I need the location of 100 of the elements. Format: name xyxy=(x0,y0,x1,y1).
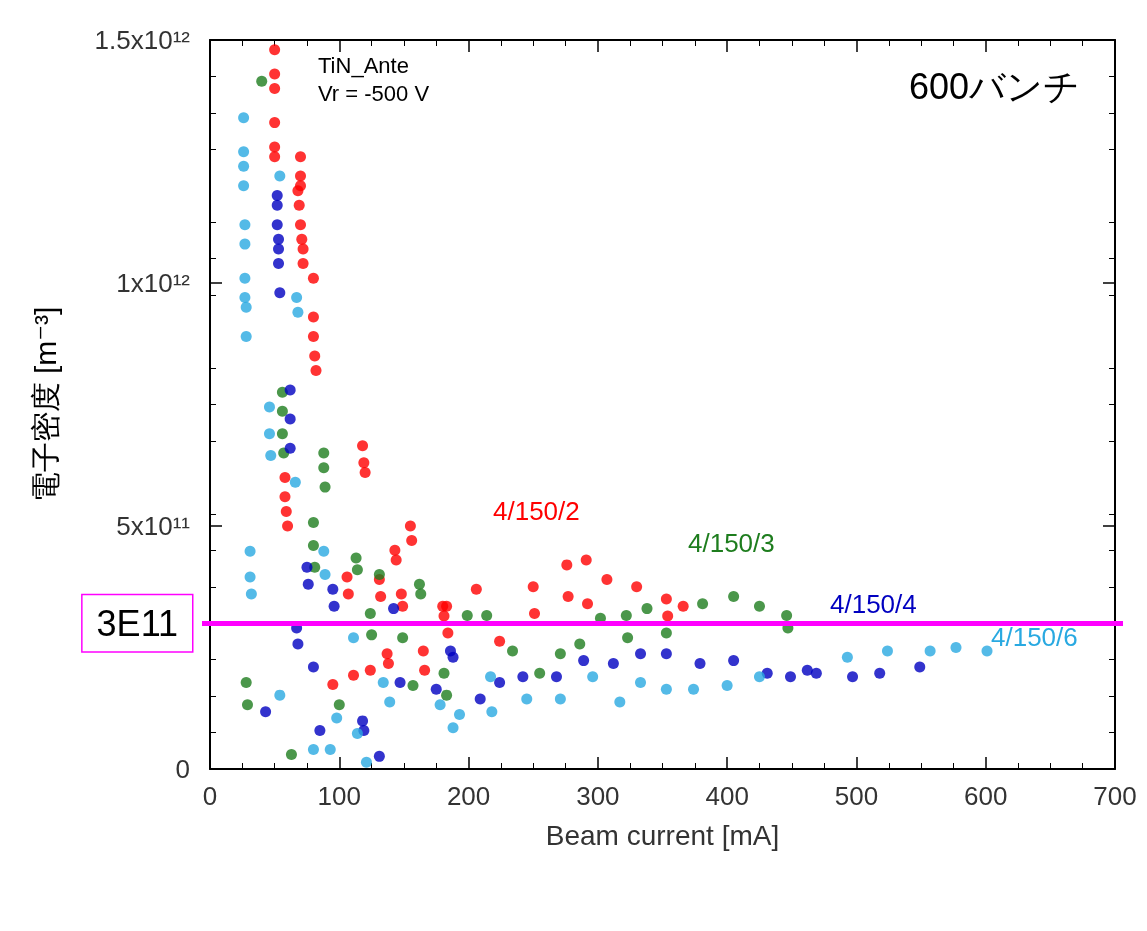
y-axis-title: 電子密度 [m⁻³] xyxy=(28,306,62,503)
point xyxy=(260,706,272,718)
point xyxy=(291,292,303,304)
point xyxy=(697,598,709,610)
point xyxy=(447,722,459,734)
point xyxy=(256,75,268,87)
x-tick-label: 300 xyxy=(576,781,620,811)
point xyxy=(578,655,590,667)
point xyxy=(307,539,319,551)
point xyxy=(327,583,339,595)
point xyxy=(273,243,285,255)
point xyxy=(239,292,251,304)
point xyxy=(635,648,647,660)
series-label: 4/150/3 xyxy=(688,528,775,558)
point xyxy=(373,750,385,762)
point xyxy=(274,287,286,299)
point xyxy=(641,603,653,615)
point xyxy=(413,578,425,590)
x-tick-label: 500 xyxy=(834,781,879,811)
point xyxy=(434,699,446,711)
point xyxy=(238,160,250,172)
ref-line-label: 3E11 xyxy=(96,602,178,644)
series-label: 4/150/4 xyxy=(830,589,917,619)
point xyxy=(521,693,533,705)
point xyxy=(318,545,330,557)
point xyxy=(614,696,626,708)
point xyxy=(384,696,396,708)
y-tick-label: 1x10¹² xyxy=(116,268,191,298)
point xyxy=(620,609,632,621)
point xyxy=(328,600,340,612)
point xyxy=(635,676,647,688)
point xyxy=(285,748,297,760)
point xyxy=(721,679,733,691)
point xyxy=(244,571,256,583)
point xyxy=(263,428,275,440)
point xyxy=(360,756,372,768)
y-tick-label: 5x10¹¹ xyxy=(116,511,191,541)
series-label: 4/150/6 xyxy=(991,622,1078,652)
point xyxy=(351,564,363,576)
x-axis-title: Beam current [mA] xyxy=(545,819,780,851)
point xyxy=(924,645,936,657)
point xyxy=(274,689,286,701)
point xyxy=(274,170,286,182)
point xyxy=(319,569,331,581)
point xyxy=(441,689,453,701)
point xyxy=(950,642,962,653)
point xyxy=(397,632,409,644)
point xyxy=(660,627,672,639)
point xyxy=(534,667,546,679)
point xyxy=(240,676,252,688)
point xyxy=(318,447,330,459)
point xyxy=(373,569,385,581)
point xyxy=(357,715,369,727)
point xyxy=(486,706,498,718)
point xyxy=(276,405,288,417)
point xyxy=(307,744,319,756)
point xyxy=(430,683,442,695)
point xyxy=(728,590,740,602)
point xyxy=(239,238,251,250)
point xyxy=(263,401,275,413)
point xyxy=(331,712,343,724)
point xyxy=(238,146,250,158)
y-tick-label: 1.5x10¹² xyxy=(94,25,191,55)
point xyxy=(587,671,599,683)
point xyxy=(785,671,796,683)
x-tick-label: 700 xyxy=(1093,781,1137,811)
point xyxy=(694,658,706,670)
point xyxy=(240,301,252,313)
point xyxy=(302,578,314,590)
x-tick-label: 200 xyxy=(446,781,491,811)
point xyxy=(461,609,473,621)
point xyxy=(284,384,296,396)
point xyxy=(366,629,378,641)
point xyxy=(981,645,993,657)
point xyxy=(554,693,566,705)
point xyxy=(810,667,822,679)
point xyxy=(781,609,793,621)
point xyxy=(481,609,493,621)
point xyxy=(388,603,400,615)
point xyxy=(301,561,313,573)
point xyxy=(841,651,853,663)
point xyxy=(753,600,765,612)
point xyxy=(273,258,285,270)
series-label: 4/150/2 xyxy=(493,496,580,526)
point xyxy=(244,545,256,557)
point xyxy=(242,699,253,711)
point xyxy=(607,658,619,670)
point xyxy=(245,588,257,600)
point xyxy=(554,648,566,660)
point xyxy=(276,428,288,440)
point xyxy=(914,661,926,673)
point xyxy=(271,219,283,231)
x-tick-label: 0 xyxy=(202,781,218,811)
point xyxy=(574,638,586,650)
point xyxy=(271,190,283,202)
point xyxy=(265,450,277,462)
point xyxy=(415,588,427,600)
point xyxy=(271,199,283,211)
point xyxy=(377,676,389,688)
point xyxy=(494,676,506,688)
